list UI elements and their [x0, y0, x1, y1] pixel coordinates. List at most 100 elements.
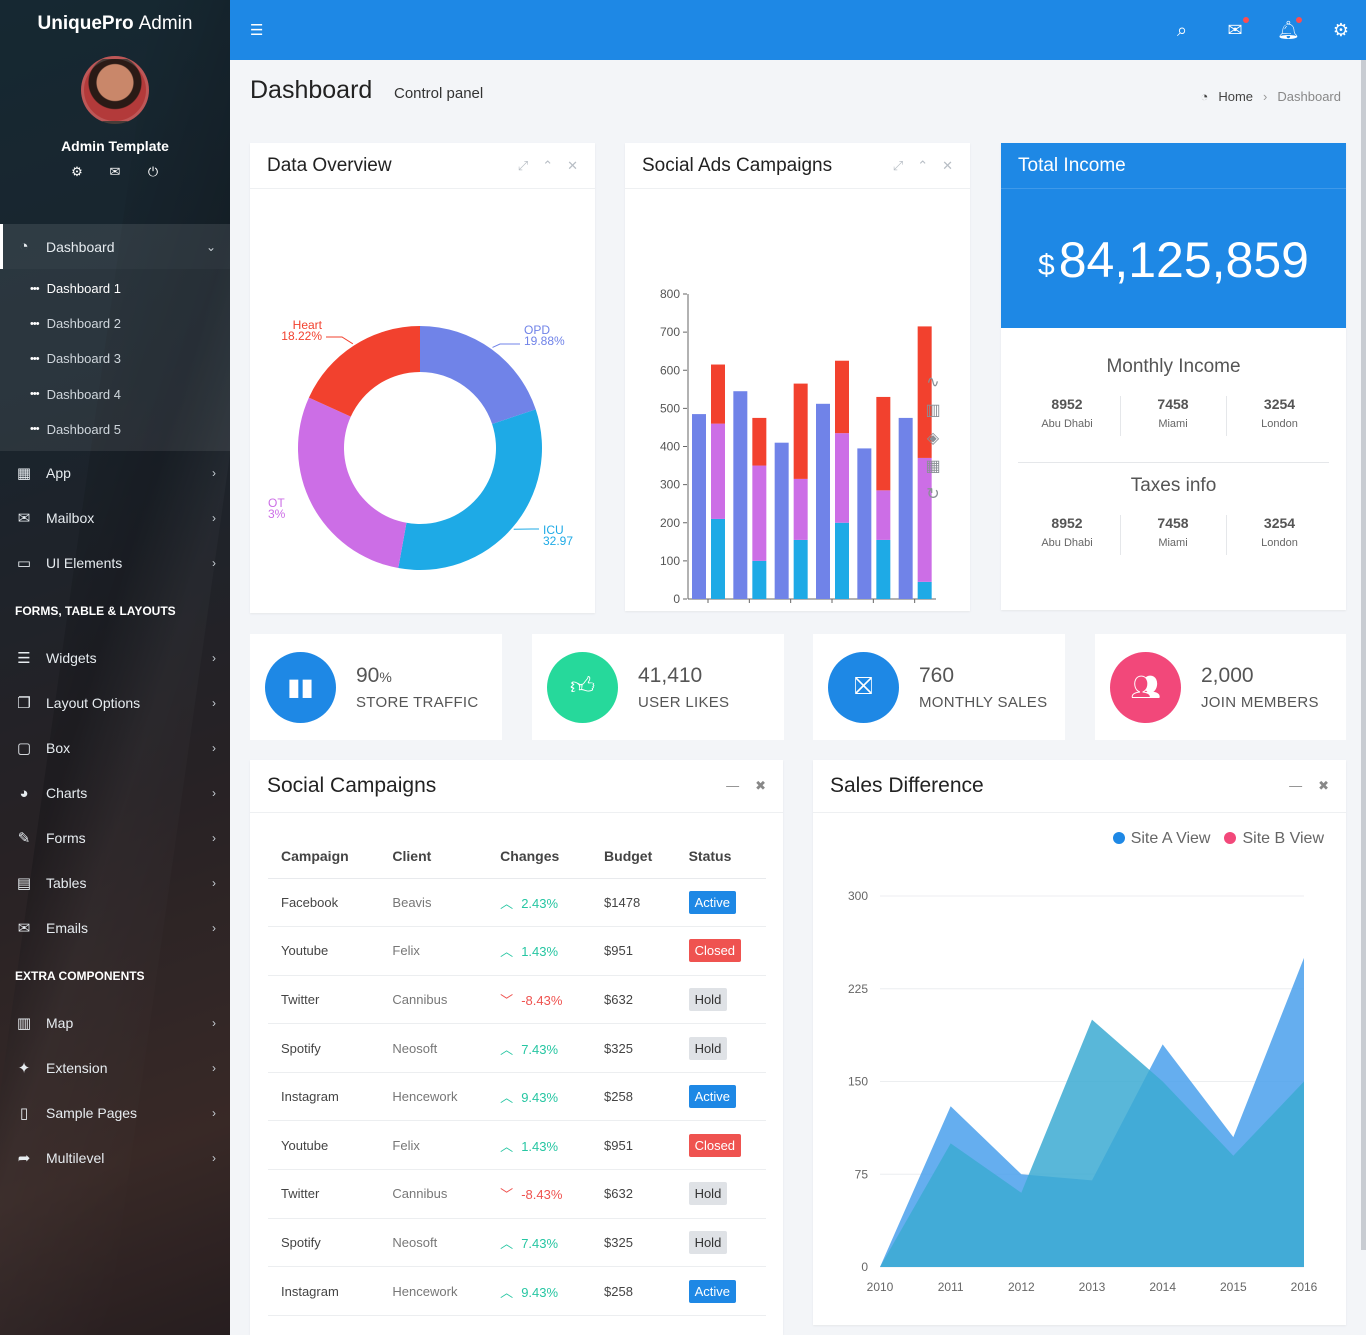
sidebar-item-widgets[interactable]: ☰ Widgets ›	[0, 636, 230, 681]
area-series[interactable]	[880, 1019, 1304, 1267]
bar-segment[interactable]	[793, 539, 808, 599]
bar-segment[interactable]	[835, 433, 849, 523]
bar-segment[interactable]	[793, 383, 808, 479]
bar-segment[interactable]	[898, 417, 913, 599]
bell-icon[interactable]: 🔔︎	[1277, 16, 1302, 41]
stack-icon[interactable]: ◈	[927, 430, 940, 447]
legend-item[interactable]: Site B View	[1224, 830, 1324, 848]
table-row[interactable]: Twitter Cannibus ﹀ -8.43% $632 Hold	[268, 1169, 766, 1219]
bar-segment[interactable]	[752, 417, 767, 466]
bar-segment[interactable]	[692, 414, 706, 599]
sidebar-subitem-dashboard-5[interactable]: ••• Dashboard 5	[0, 412, 230, 447]
sidebar-subitem-dashboard-3[interactable]: ••• Dashboard 3	[0, 341, 230, 376]
bar-segment[interactable]	[711, 518, 725, 599]
expand-icon[interactable]: ⤢	[892, 157, 904, 173]
expand-icon[interactable]: ⤢	[517, 157, 529, 173]
sidebar-item-map[interactable]: ▥ Map ›	[0, 1001, 230, 1046]
bar-segment[interactable]	[857, 448, 872, 599]
power-icon[interactable]: ⏻	[147, 164, 159, 179]
donut-slice[interactable]	[420, 326, 536, 424]
y-tick-label: 800	[660, 287, 680, 301]
line-chart-icon[interactable]: ∿	[926, 374, 939, 391]
table-row[interactable]: Instagram Hencework ︿ 9.43% $258 Active	[268, 1266, 766, 1316]
table-row[interactable]: Instagram Hencework ︿ 9.43% $258 Active	[268, 1072, 766, 1122]
column-header[interactable]: Status	[675, 834, 766, 879]
sidebar-item-charts[interactable]: ◕ Charts ›	[0, 771, 230, 816]
sidebar-item-emails[interactable]: ✉ Emails ›	[0, 906, 230, 951]
page-scrollbar[interactable]	[1361, 60, 1366, 1250]
bar-chart-icon[interactable]: ▥	[925, 402, 940, 419]
brand-logo[interactable]: UniquePro Admin	[0, 0, 230, 48]
sidebar-item-label: Multilevel	[46, 1150, 105, 1167]
column-header[interactable]: Campaign	[268, 834, 380, 879]
sidebar-item-multilevel[interactable]: ➦ Multilevel ›	[0, 1136, 230, 1181]
close-icon[interactable]: ✖	[755, 778, 766, 793]
close-icon[interactable]: ✖	[1318, 778, 1329, 793]
bar-segment[interactable]	[752, 465, 767, 561]
close-icon[interactable]: ✕	[942, 157, 953, 173]
bar-segment[interactable]	[711, 423, 725, 519]
bar-segment[interactable]	[876, 539, 891, 599]
hamburger-menu-icon[interactable]: ☰	[250, 22, 264, 39]
minimize-icon[interactable]: —	[1289, 778, 1303, 793]
bar-segment[interactable]	[835, 522, 849, 599]
sidebar-item-ui-elements[interactable]: ▭ UI Elements ›	[0, 541, 230, 586]
sidebar-item-forms[interactable]: ✎ Forms ›	[0, 816, 230, 861]
bar-segment[interactable]	[774, 442, 789, 599]
bar-segment[interactable]	[733, 391, 748, 599]
sidebar-item-app[interactable]: ▦ App ›	[0, 451, 230, 496]
chevron-up-icon[interactable]: ⌃	[542, 157, 554, 173]
mail-notification-icon[interactable]: ✉	[1224, 16, 1249, 41]
table-row[interactable]: Spotify Neosoft ︿ 7.43% $325 Hold	[268, 1023, 766, 1073]
minimize-icon[interactable]: —	[726, 778, 740, 793]
settings-gear-icon[interactable]: ⚙	[1332, 19, 1350, 40]
bar-segment[interactable]	[816, 403, 830, 599]
refresh-icon[interactable]: ↻	[926, 486, 939, 503]
avatar[interactable]	[81, 56, 149, 124]
table-row[interactable]: Twitter Cannibus ﹀ -8.43% $632 Hold	[268, 975, 766, 1025]
budget-cell: $632	[591, 975, 676, 1025]
table-row[interactable]: Youtube Felix ︿ 1.43% $951 Closed	[268, 926, 766, 976]
donut-slice[interactable]	[298, 397, 407, 569]
column-header[interactable]: Budget	[591, 834, 676, 879]
bar-segment[interactable]	[917, 457, 932, 582]
sidebar-subitem-dashboard-1[interactable]: ••• Dashboard 1	[0, 271, 230, 306]
sidebar-subitem-dashboard-4[interactable]: ••• Dashboard 4	[0, 377, 230, 412]
column-header[interactable]: Changes	[487, 834, 592, 879]
x-tick-label: IN	[867, 607, 879, 609]
bar-segment[interactable]	[917, 581, 932, 599]
sidebar-item-layout-options[interactable]: ❐ Layout Options ›	[0, 681, 230, 726]
sidebar-item-tables[interactable]: ▤ Tables ›	[0, 861, 230, 906]
sidebar-item-sample-pages[interactable]: ▯ Sample Pages ›	[0, 1091, 230, 1136]
bar-segment[interactable]	[793, 478, 808, 540]
bar-segment[interactable]	[917, 326, 932, 458]
sidebar-item-dashboard[interactable]: ◔ Dashboard ⌄	[0, 224, 230, 269]
table-row[interactable]: Spotify Neosoft ︿ 7.43% $325 Hold	[268, 1218, 766, 1268]
bar-segment[interactable]	[711, 364, 725, 424]
bar-segment[interactable]	[835, 360, 849, 434]
donut-slice[interactable]	[398, 409, 542, 570]
search-icon[interactable]: ⌕	[1176, 19, 1188, 40]
sidebar-item-box[interactable]: ▢ Box ›	[0, 726, 230, 771]
bar-segment[interactable]	[752, 560, 767, 599]
column-header[interactable]: Client	[379, 834, 488, 879]
info-box-monthly-sales: ⛝ 760 MONTHLY SALES	[813, 634, 1065, 740]
tiled-icon[interactable]: ▦	[925, 458, 940, 475]
legend-item[interactable]: Site A View	[1112, 830, 1210, 848]
sidebar-item-mailbox[interactable]: ✉ Mailbox ›	[0, 496, 230, 541]
legend-label: Site B View	[1242, 830, 1324, 847]
sidebar-subitem-dashboard-2[interactable]: ••• Dashboard 2	[0, 306, 230, 341]
bar-segment[interactable]	[876, 396, 891, 491]
sidebar-item-extension[interactable]: ✦ Extension ›	[0, 1046, 230, 1091]
table-row[interactable]: Facebook Beavis ︿ 2.43% $1478 Active	[268, 878, 766, 928]
mail-icon[interactable]: ✉	[109, 164, 121, 179]
close-icon[interactable]: ✕	[567, 157, 578, 173]
stacked-bar-chart: 0 100 200 300 400 500 600 700 800 FB TW G+ INSTA IN BE…	[660, 287, 941, 621]
table-row[interactable]: Youtube Felix ︿ 1.43% $951 Closed	[268, 1120, 766, 1171]
chevron-up-icon[interactable]: ⌃	[917, 157, 929, 173]
gear-icon[interactable]: ⚙	[71, 164, 83, 179]
change-cell: ︿ 2.43%	[487, 878, 592, 928]
donut-slice[interactable]	[308, 326, 420, 417]
breadcrumb-home[interactable]: Home	[1218, 89, 1254, 104]
bar-segment[interactable]	[876, 490, 891, 540]
